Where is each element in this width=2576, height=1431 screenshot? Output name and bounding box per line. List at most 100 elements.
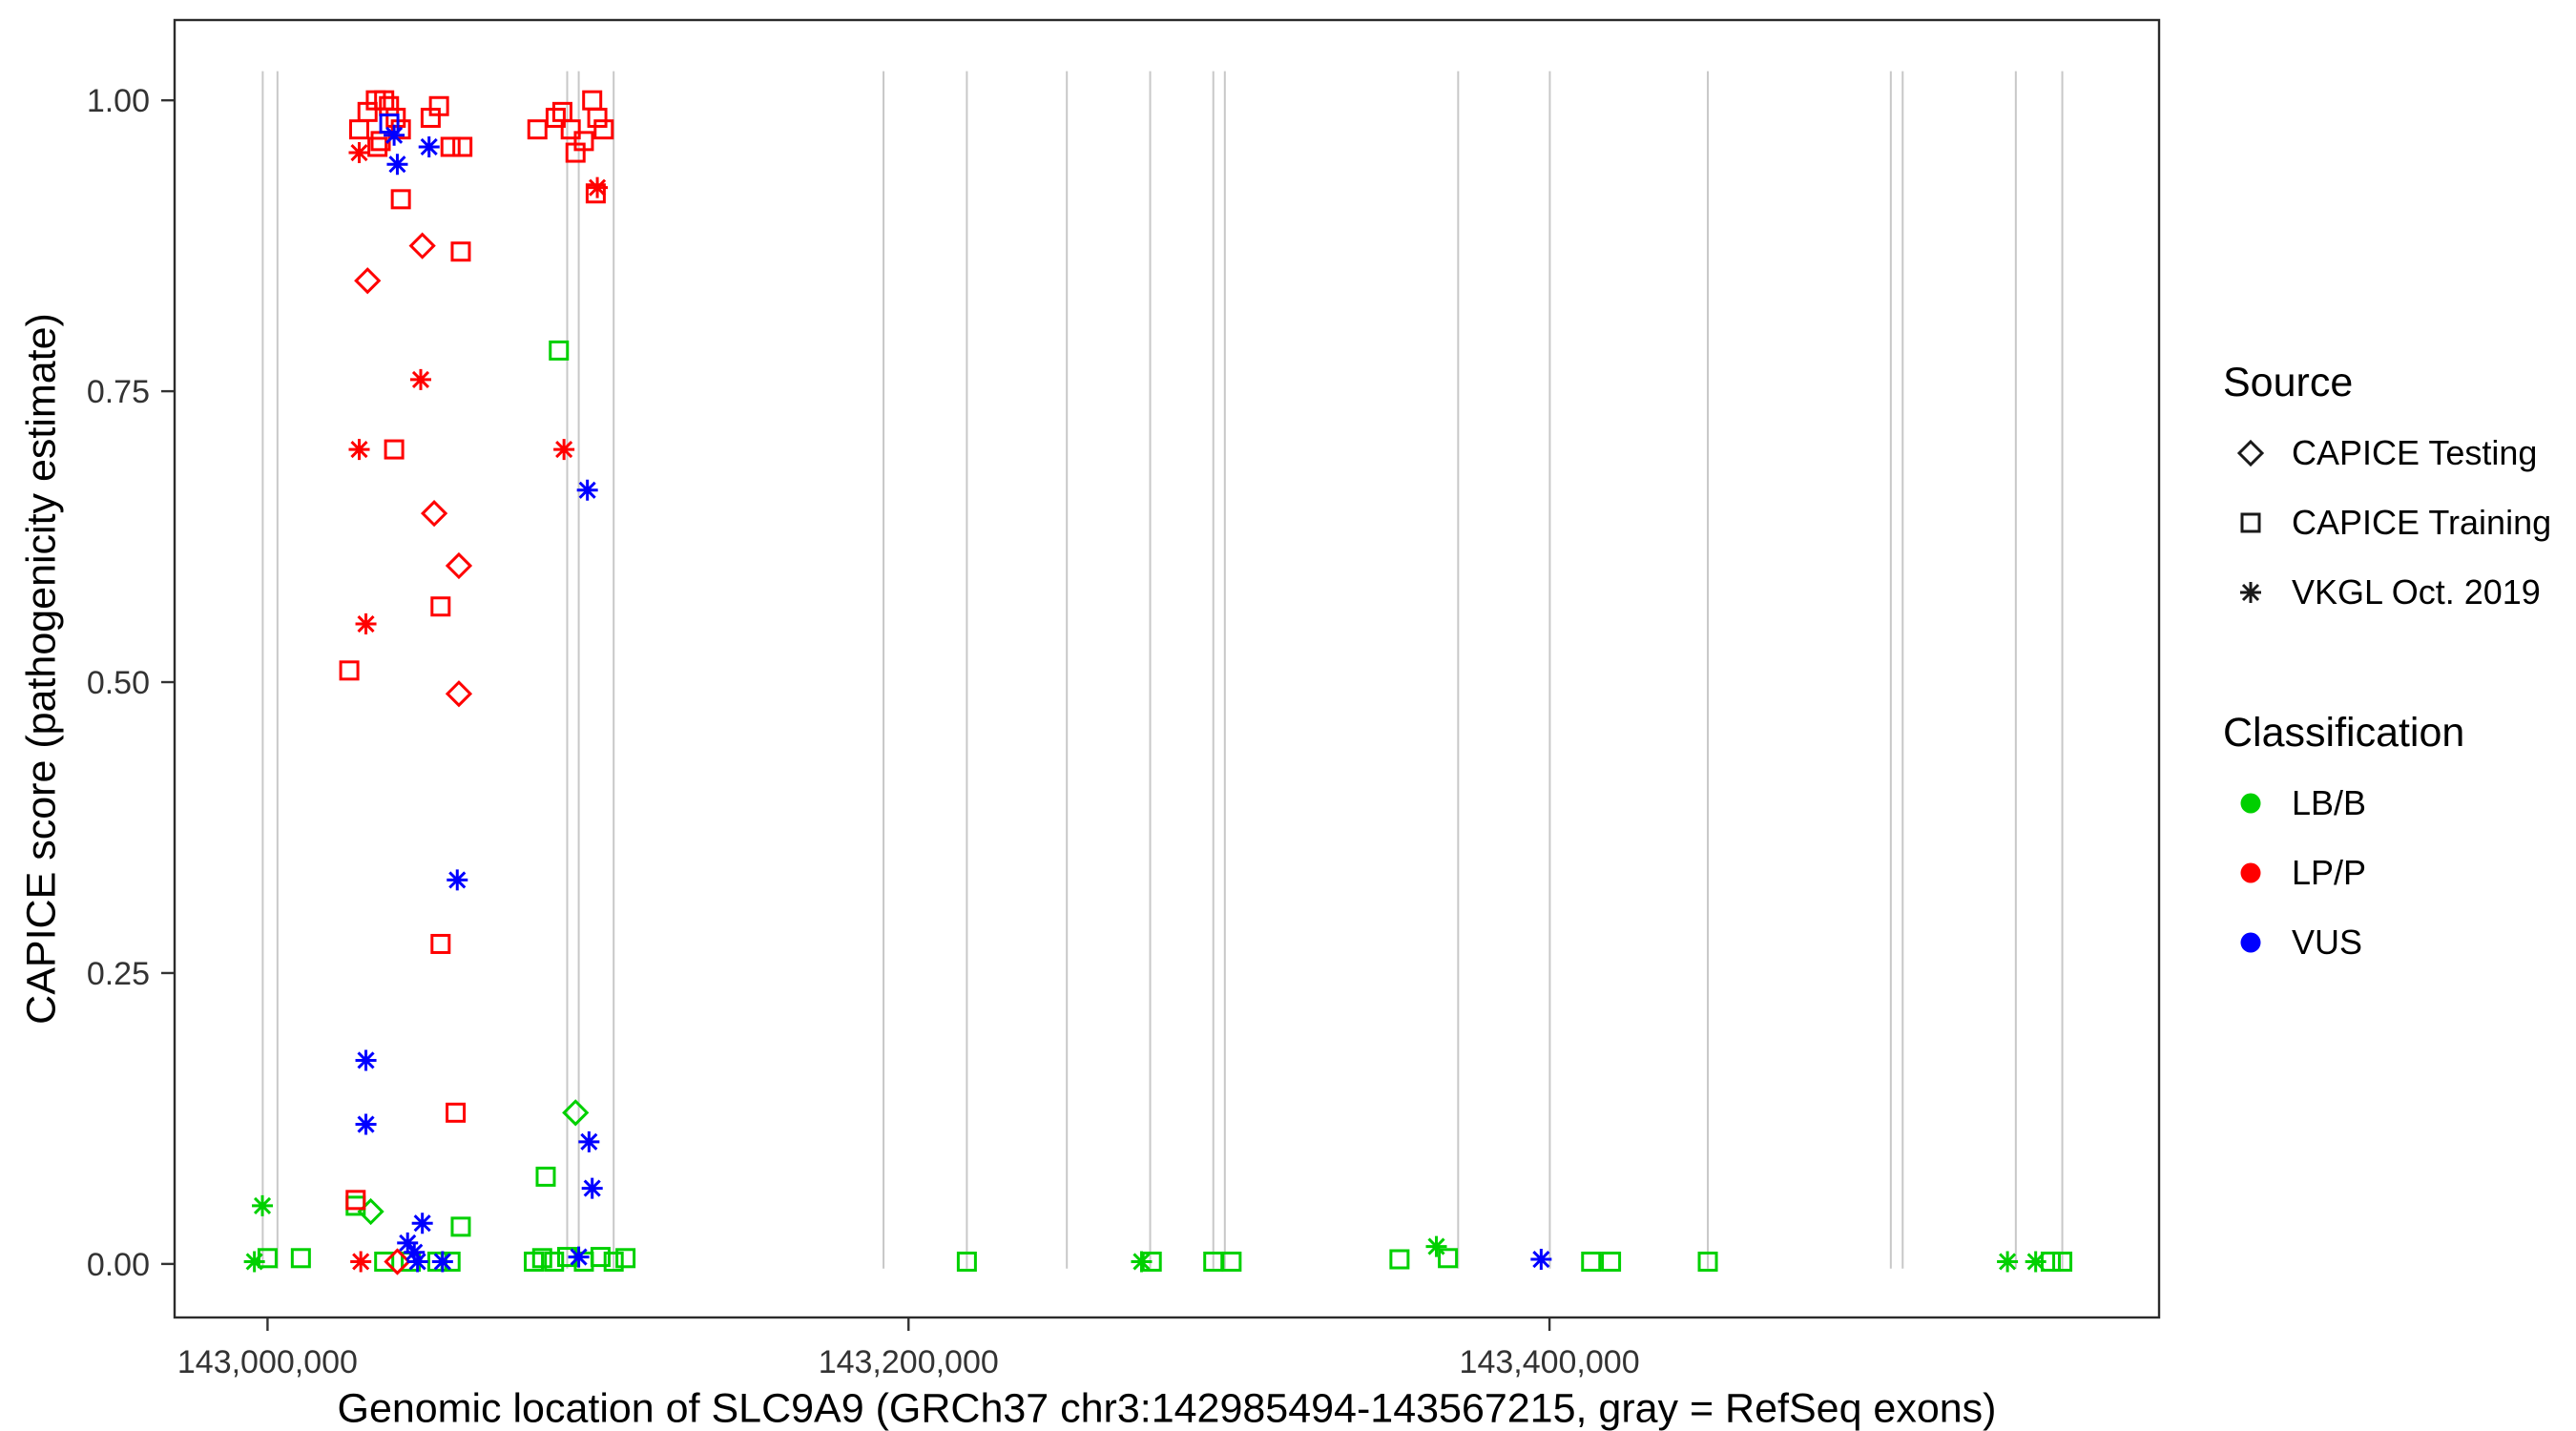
data-point (354, 267, 382, 295)
x-tick-label: 143,000,000 (177, 1344, 358, 1380)
data-point (450, 1216, 471, 1237)
data-point (582, 90, 603, 111)
dot-icon (2229, 851, 2273, 895)
data-point (379, 95, 400, 116)
data-point (2040, 1251, 2061, 1272)
data-point (956, 1251, 977, 1272)
dot-icon (2229, 921, 2273, 964)
data-point (384, 124, 405, 146)
data-point (348, 142, 370, 164)
data-point (348, 119, 369, 140)
data-point (355, 1113, 377, 1135)
data-point (565, 142, 586, 163)
data-point (544, 1251, 565, 1272)
data-point (257, 1248, 278, 1269)
data-point (430, 933, 451, 954)
data-point (339, 660, 360, 681)
data-point (562, 1099, 590, 1127)
data-point (578, 1130, 600, 1152)
data-point (411, 1213, 433, 1234)
data-point (345, 1190, 366, 1211)
data-point (431, 1251, 453, 1273)
y-tick-label: 0.00 (87, 1247, 150, 1283)
data-point (418, 135, 440, 157)
data-point (440, 136, 461, 157)
data-point (345, 1195, 366, 1216)
data-point (385, 107, 406, 128)
legend-item-lp-p: LP/P (2223, 838, 2566, 907)
data-point (1141, 1251, 1162, 1272)
data-point (384, 1248, 411, 1275)
data-point (1425, 1235, 1447, 1257)
data-point (545, 107, 566, 128)
data-point (581, 1177, 603, 1199)
data-point (447, 869, 468, 891)
data-point (2240, 512, 2261, 532)
data-point (615, 1248, 636, 1269)
data-point (527, 119, 548, 140)
legend: Source CAPICE Testing CAPICE Training VKGL… (2223, 348, 2566, 977)
data-point (560, 119, 581, 140)
legend-classification-title: Classification (2223, 710, 2465, 756)
legend-source-items: CAPICE Testing CAPICE Training VKGL Oct. 2… (2223, 418, 2566, 627)
y-tick-label: 0.25 (87, 956, 150, 992)
data-point (1997, 1251, 2019, 1273)
panel-border (173, 18, 2161, 1319)
classification-dot (2240, 862, 2261, 882)
legend-item-capice-training: CAPICE Training (2223, 487, 2566, 557)
data-point (587, 107, 608, 128)
data-point (355, 1049, 377, 1071)
asterisk-icon (2229, 570, 2273, 614)
data-point (348, 439, 370, 461)
dot-icon (2229, 781, 2273, 825)
data-point (535, 1166, 556, 1187)
x-axis-title: Genomic location of SLC9A9 (GRCh37 chr3:… (337, 1385, 1997, 1431)
data-point (1131, 1251, 1153, 1273)
data-point (1221, 1251, 1242, 1272)
legend-spacer (2223, 627, 2566, 698)
classification-dot (2240, 932, 2261, 952)
data-point (408, 232, 436, 259)
data-point (384, 439, 405, 460)
data-point (243, 1251, 265, 1273)
data-point (445, 680, 473, 708)
y-tick-label: 1.00 (87, 83, 150, 119)
data-point (1530, 1249, 1552, 1271)
square-icon (2229, 501, 2273, 545)
legend-item-lb-b: LB/B (2223, 768, 2566, 838)
data-point (568, 1246, 590, 1268)
data-point (2025, 1251, 2046, 1273)
data-point (355, 613, 377, 635)
data-point (1438, 1248, 1459, 1269)
data-point (374, 90, 395, 111)
data-point (2236, 439, 2265, 467)
data-point (290, 1248, 311, 1269)
data-point (406, 1251, 428, 1273)
legend-label: LP/P (2292, 852, 2367, 892)
data-point (603, 1251, 624, 1272)
data-point (576, 479, 598, 501)
x-tick-label: 143,400,000 (1460, 1344, 1640, 1380)
data-point (452, 136, 473, 157)
data-point (593, 119, 614, 140)
legend-source-title: Source (2223, 360, 2354, 405)
data-point (386, 154, 408, 176)
data-point (357, 1197, 384, 1226)
legend-label: CAPICE Training (2292, 502, 2552, 542)
data-point (1697, 1251, 1718, 1272)
data-point (390, 189, 411, 210)
x-tick-label: 143,200,000 (819, 1344, 999, 1380)
legend-label: VUS (2292, 922, 2363, 962)
data-point (590, 1247, 611, 1268)
y-tick-label: 0.75 (87, 374, 150, 410)
y-tick-label: 0.50 (87, 665, 150, 701)
data-point (587, 176, 609, 198)
legend-classification-items: LB/B LP/P VUS (2223, 768, 2566, 977)
data-point (1581, 1251, 1602, 1272)
data-point (450, 241, 471, 262)
data-point (446, 1102, 467, 1123)
data-point (428, 95, 449, 116)
data-point (445, 551, 473, 580)
data-point (390, 119, 411, 140)
